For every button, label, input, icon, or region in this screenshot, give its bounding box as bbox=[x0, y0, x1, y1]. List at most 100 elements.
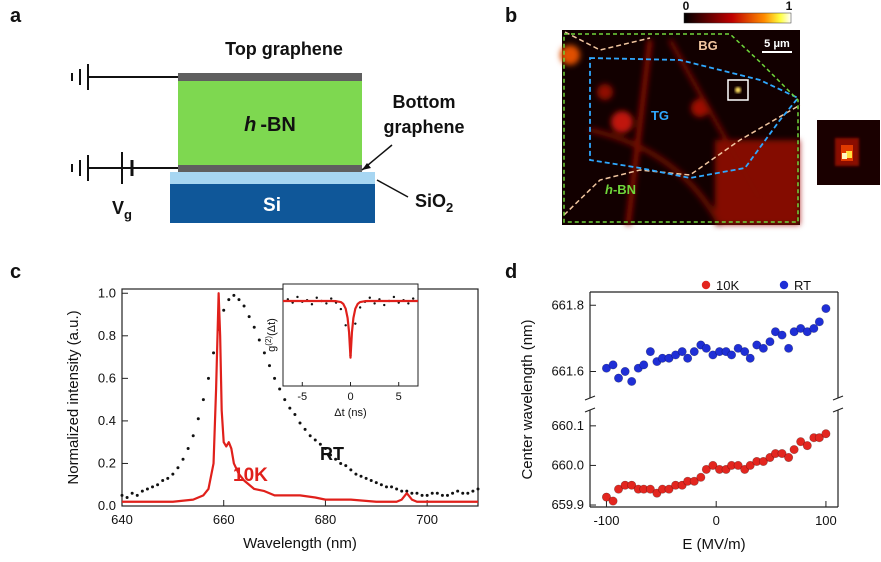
data-point bbox=[278, 387, 281, 390]
region-label: TG bbox=[651, 108, 669, 123]
data-point bbox=[609, 361, 617, 369]
data-point bbox=[268, 364, 271, 367]
x-tick-label: 640 bbox=[111, 512, 133, 527]
data-point bbox=[344, 464, 347, 467]
data-point bbox=[311, 303, 313, 305]
panel-label: a bbox=[10, 5, 22, 27]
data-point bbox=[370, 479, 373, 482]
data-point bbox=[627, 377, 635, 385]
label-part: h bbox=[605, 182, 613, 197]
data-point bbox=[121, 494, 124, 497]
data-point bbox=[227, 298, 230, 301]
data-point bbox=[646, 347, 654, 355]
y-tick-label: 661.8 bbox=[551, 297, 584, 312]
data-point bbox=[166, 477, 169, 480]
inset-x-tick-label: 0 bbox=[347, 391, 353, 403]
colorbar bbox=[684, 13, 791, 23]
data-point bbox=[304, 428, 307, 431]
map-feature bbox=[611, 111, 633, 133]
zoom-pixel bbox=[842, 153, 847, 159]
zoom-inset bbox=[817, 120, 880, 185]
data-point bbox=[136, 494, 139, 497]
series-label: RT bbox=[320, 444, 344, 464]
data-point bbox=[192, 434, 195, 437]
data-point bbox=[683, 354, 691, 362]
data-point bbox=[232, 294, 235, 297]
data-point bbox=[349, 468, 352, 471]
data-point bbox=[237, 298, 240, 301]
data-point bbox=[461, 492, 464, 495]
y-tick-label: 0.8 bbox=[98, 328, 116, 343]
data-point bbox=[395, 487, 398, 490]
diagram-label: Si bbox=[263, 195, 281, 216]
data-point bbox=[176, 466, 179, 469]
data-point bbox=[293, 413, 296, 416]
inset-x-tick-label: 5 bbox=[396, 391, 402, 403]
inset-y-label: g(2)(Δt) bbox=[264, 318, 278, 352]
label-part: (Δt) bbox=[266, 318, 278, 336]
panel-label: c bbox=[10, 261, 21, 283]
diagram-label: h-BN bbox=[244, 114, 296, 136]
data-point bbox=[131, 492, 134, 495]
label-part: g bbox=[124, 207, 132, 222]
diagram-label: graphene bbox=[383, 117, 464, 137]
data-point bbox=[383, 304, 385, 306]
legend-marker bbox=[780, 281, 788, 289]
pointer-line bbox=[377, 180, 408, 197]
data-point bbox=[446, 494, 449, 497]
data-point bbox=[697, 473, 705, 481]
data-point bbox=[340, 308, 342, 310]
data-point bbox=[410, 492, 413, 495]
region-label: h-BN bbox=[605, 182, 636, 197]
label-part: (2) bbox=[264, 336, 273, 346]
colorbar-tick-label: 1 bbox=[786, 0, 793, 13]
data-point bbox=[466, 492, 469, 495]
figure: a b c d Top graphene h-BN Bottom graphen… bbox=[0, 0, 881, 562]
data-point bbox=[161, 479, 164, 482]
data-point bbox=[640, 361, 648, 369]
data-point bbox=[151, 485, 154, 488]
device-diagram bbox=[72, 64, 178, 184]
data-point bbox=[325, 302, 327, 304]
emitter-spot bbox=[735, 87, 741, 93]
data-point bbox=[222, 309, 225, 312]
data-point bbox=[354, 322, 356, 324]
y-axis-label: Normalized intensity (a.u.) bbox=[65, 310, 82, 484]
y-tick-label: 0.4 bbox=[98, 413, 116, 428]
data-point bbox=[431, 492, 434, 495]
data-point bbox=[415, 492, 418, 495]
diagram-label: Vg bbox=[112, 198, 132, 222]
data-point bbox=[400, 490, 403, 493]
top-graphene bbox=[178, 73, 362, 81]
x-axis-label: Wavelength (nm) bbox=[243, 535, 357, 552]
data-point bbox=[126, 496, 129, 499]
series-label: 10K bbox=[233, 465, 268, 486]
data-point bbox=[373, 302, 375, 304]
diagram-label: Top graphene bbox=[225, 39, 343, 59]
bottom-graphene bbox=[178, 165, 362, 172]
data-point bbox=[202, 398, 205, 401]
data-point bbox=[296, 296, 298, 298]
data-point bbox=[283, 398, 286, 401]
data-point bbox=[385, 485, 388, 488]
data-point bbox=[171, 473, 174, 476]
data-point bbox=[477, 487, 480, 490]
page: {"panel_labels": ["a", "b", "c", "d"], "… bbox=[0, 0, 881, 562]
y-tick-label: 660.0 bbox=[551, 457, 584, 472]
data-point bbox=[197, 417, 200, 420]
label-part: V bbox=[112, 198, 124, 218]
data-point bbox=[248, 315, 251, 318]
data-point bbox=[609, 497, 617, 505]
x-axis-label: E (MV/m) bbox=[682, 536, 745, 553]
map-feature bbox=[560, 45, 580, 65]
data-point bbox=[822, 430, 830, 438]
data-point bbox=[288, 407, 291, 410]
sio2-layer bbox=[170, 172, 375, 184]
data-point bbox=[784, 344, 792, 352]
legend-label: 10K bbox=[716, 278, 739, 293]
data-point bbox=[790, 445, 798, 453]
data-point bbox=[258, 339, 261, 342]
data-point bbox=[727, 351, 735, 359]
x-tick-label: -100 bbox=[593, 513, 619, 528]
y-tick-label: 659.9 bbox=[551, 497, 584, 512]
